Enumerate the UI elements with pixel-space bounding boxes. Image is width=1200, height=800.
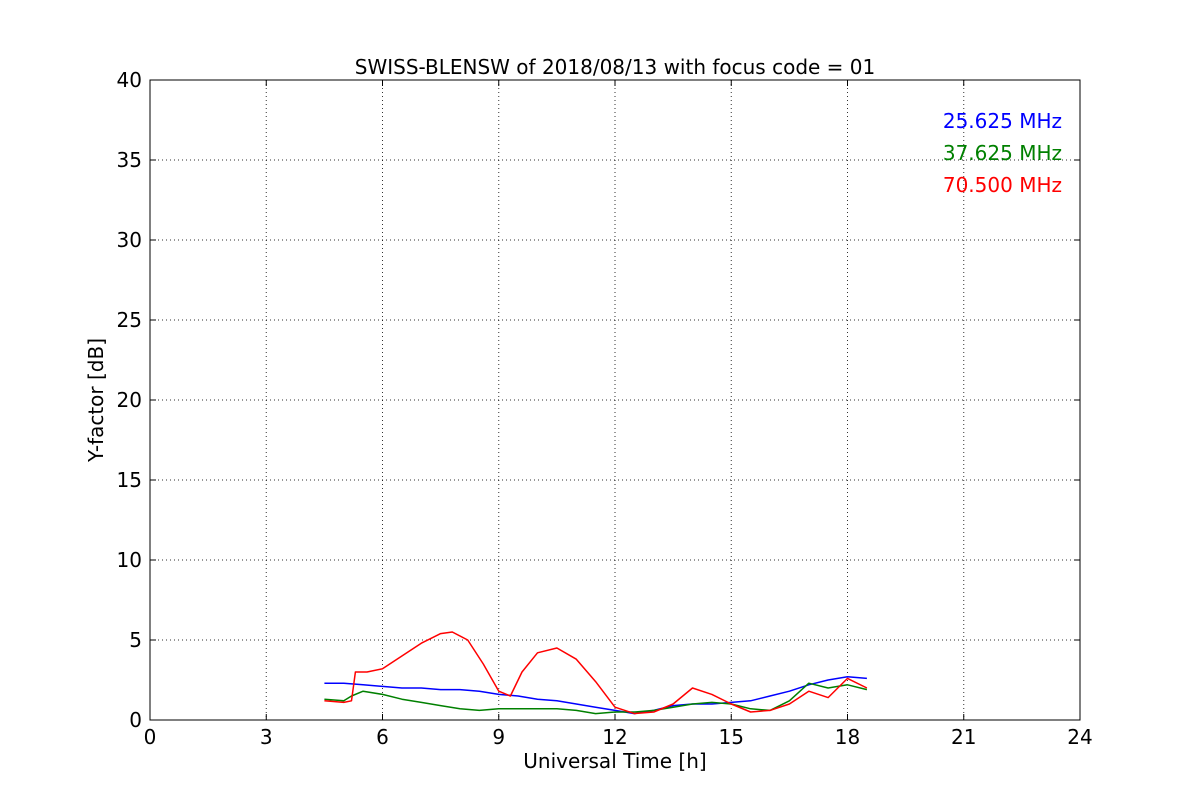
plot-series [324,631,868,715]
y-tick-label: 35 [117,148,142,172]
x-tick-label: 12 [602,725,627,749]
x-tick-label: 21 [951,725,976,749]
y-tick-label: 10 [117,548,142,572]
x-tick-label: 15 [719,725,744,749]
y-tick-label: 5 [129,628,142,652]
grid [150,80,1080,720]
y-axis-label: Y-factor [dB] [84,338,108,463]
x-tick-label: 18 [835,725,860,749]
y-tick-label: 25 [117,308,142,332]
x-tick-label: 24 [1067,725,1092,749]
x-tick-label: 3 [260,725,273,749]
y-tick-label: 30 [117,228,142,252]
legend-entry: 37.625 MHz [943,141,1062,165]
series-line-3 [324,631,868,715]
series-line-1 [324,676,867,715]
legend-entry: 25.625 MHz [943,109,1062,133]
x-tick-label: 9 [492,725,505,749]
x-tick-label: 6 [376,725,389,749]
y-tick-label: 15 [117,468,142,492]
y-tick-label: 40 [117,68,142,92]
y-tick-label: 20 [117,388,142,412]
chart-title: SWISS-BLENSW of 2018/08/13 with focus co… [355,55,876,79]
legend-entry: 70.500 MHz [943,173,1062,197]
legend: 25.625 MHz 37.625 MHz 70.500 MHz [943,109,1062,197]
x-tick-label: 0 [144,725,157,749]
x-axis-label: Universal Time [h] [523,749,706,773]
y-tick-label: 0 [129,708,142,732]
ticks: 0 3 6 9 12 15 18 21 24 0 5 10 15 20 25 30 35 40 [117,68,1093,749]
